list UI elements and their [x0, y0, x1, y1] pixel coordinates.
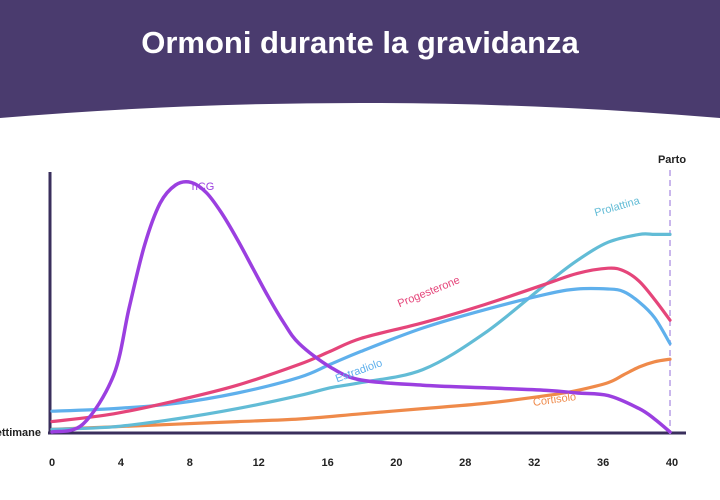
x-tick-label: 36	[597, 457, 609, 469]
x-tick-label: 16	[321, 457, 333, 469]
header-band	[0, 0, 720, 118]
x-tick-label: 28	[459, 457, 471, 469]
series-label-prolactin: Prolattina	[593, 195, 642, 220]
series-lines	[50, 179, 672, 434]
x-tick-label: 8	[187, 457, 193, 469]
x-axis-label: Settimane	[0, 427, 41, 439]
series-line-progesterone	[50, 266, 672, 424]
series-label-cortisol: Cortisolo	[532, 391, 577, 409]
series-label-progesterone: Progesterone	[396, 274, 462, 310]
series-line-hcg	[50, 179, 672, 434]
x-tick-label: 4	[118, 457, 125, 469]
series-labels: hCGProgesteroneEstradioloProlattinaCorti…	[192, 181, 642, 409]
series-label-hcg: hCG	[192, 181, 215, 193]
x-tick-label: 32	[528, 457, 540, 469]
series-line-prolactin	[50, 232, 672, 431]
chart-title: Ormoni durante la gravidanza	[141, 25, 579, 60]
x-tick-label: 40	[666, 457, 678, 469]
x-tick-labels: 0 4 8 12 16 20 28 32 36 40	[49, 457, 678, 469]
series-line-cortisol	[50, 357, 672, 431]
series-line-estradiol	[50, 286, 672, 413]
x-tick-label: 20	[390, 457, 402, 469]
x-tick-label: 12	[253, 457, 265, 469]
parto-label: Parto	[658, 154, 686, 166]
x-tick-label: 0	[49, 457, 55, 469]
